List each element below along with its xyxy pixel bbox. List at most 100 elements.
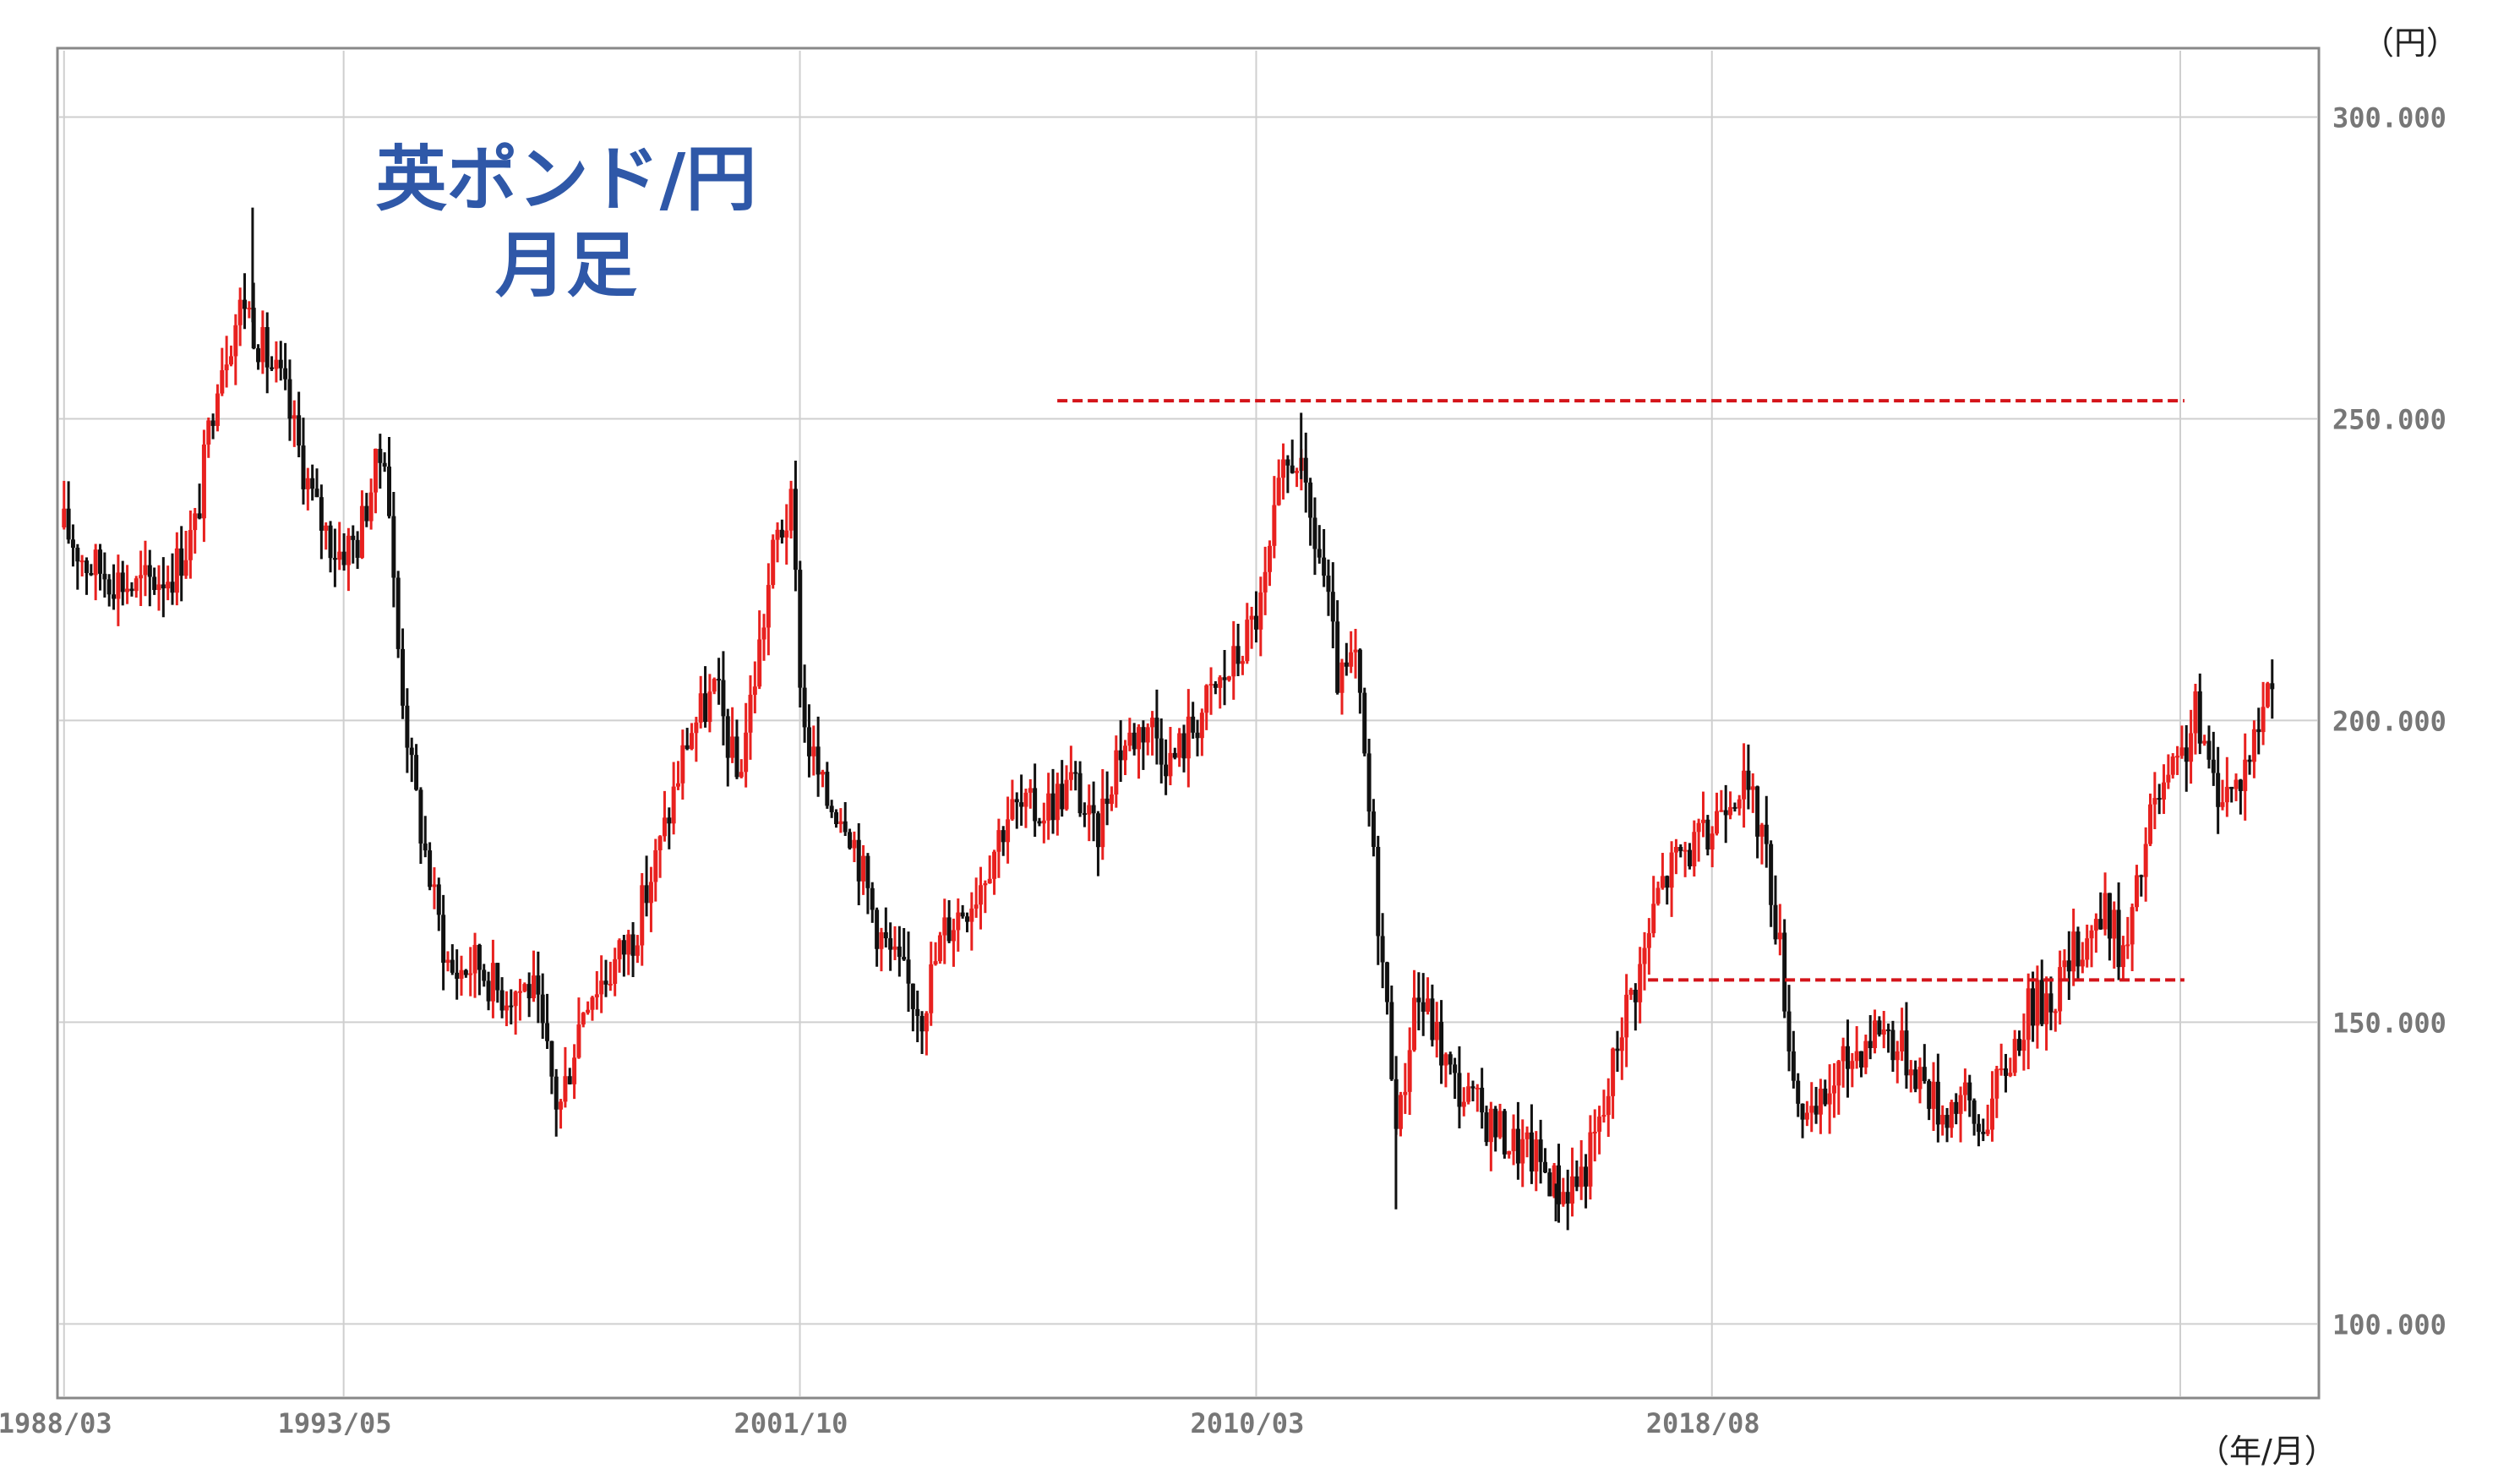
candle-body [644, 885, 649, 904]
candle-body [1137, 727, 1142, 750]
candle-body [2125, 944, 2130, 947]
candle-body [1141, 727, 1146, 743]
candle-body [1556, 1165, 1561, 1204]
candle-body [1584, 1166, 1589, 1187]
candle-body [120, 572, 125, 593]
candle-body [468, 973, 473, 975]
candle-body [1326, 576, 1331, 593]
candle-body [2089, 930, 2094, 939]
candle-body [1154, 718, 1159, 739]
candle-body [1642, 948, 1647, 964]
candle-body [387, 466, 392, 516]
candle-body [188, 530, 193, 560]
candle-body [1592, 1131, 1597, 1133]
candle-body [848, 832, 853, 849]
candle-body [983, 883, 988, 886]
candle-body [910, 983, 915, 1009]
candle-body [1384, 962, 1389, 1002]
candle-body [2130, 907, 2135, 945]
candle-body [1240, 661, 1245, 664]
candle-body [247, 308, 252, 310]
candle-body [1403, 1091, 1408, 1095]
y-axis-unit: （円） [2362, 25, 2459, 62]
candle-body [2265, 683, 2270, 707]
candle-body [2143, 844, 2148, 877]
candle-body [757, 639, 762, 687]
x-tick-label: 1988/03 [0, 1407, 112, 1439]
candle-body [964, 916, 969, 922]
candle-body [270, 367, 275, 369]
candle-body [1696, 822, 1701, 833]
candle-body [166, 582, 171, 589]
candle-body [712, 679, 717, 692]
candle-body [811, 746, 816, 756]
candle-body [287, 379, 292, 419]
candle-body [495, 963, 500, 991]
candle-body [2238, 779, 2243, 791]
candle-body [559, 1101, 564, 1110]
candle-body [834, 811, 839, 825]
candle-body [1353, 649, 1358, 653]
candle-body [1597, 1117, 1602, 1132]
candle-body [937, 935, 942, 962]
candle-body [1177, 733, 1182, 758]
candle-body [1755, 786, 1760, 837]
candle-body [79, 560, 85, 563]
candle-body [1199, 713, 1204, 739]
x-tick-label: 1993/05 [278, 1407, 392, 1439]
candle-body [1033, 788, 1038, 822]
candle-body [2035, 980, 2040, 1026]
candle-body [599, 980, 604, 995]
candle-body [1308, 482, 1313, 518]
candle-body [1746, 770, 1751, 790]
candle-body [1421, 1002, 1426, 1012]
candle-body [996, 830, 1001, 852]
candle-body [956, 912, 961, 931]
candle-body [594, 994, 599, 997]
candle-body [861, 855, 866, 882]
candle-body [1235, 646, 1241, 664]
candle-body [243, 299, 248, 309]
candle-body [1114, 750, 1119, 795]
candle-body [856, 839, 861, 882]
candle-body [1208, 684, 1214, 686]
candle-body [788, 489, 794, 531]
candle-body [1213, 684, 1218, 688]
candle-body [567, 1076, 572, 1084]
candle-body [197, 513, 202, 519]
candle-body [1786, 1011, 1792, 1051]
candle-body [685, 745, 690, 750]
candle-body [1678, 846, 1683, 851]
candle-body [1827, 1093, 1832, 1105]
candle-body [1967, 1082, 1972, 1100]
candle-body [1908, 1069, 1913, 1076]
candle-body [1814, 1106, 1819, 1115]
candle-body [1272, 505, 1277, 546]
candle-body [1231, 646, 1236, 677]
candle-body [129, 588, 134, 592]
candle-body [1470, 1086, 1475, 1089]
candle-body [1624, 994, 1629, 1038]
candle-body [879, 931, 884, 949]
candle-body [237, 299, 243, 325]
candle-body [1985, 1129, 1990, 1134]
candle-body [892, 946, 897, 950]
candle-body [1542, 1161, 1547, 1173]
candle-body [1245, 620, 1250, 662]
candle-body [256, 348, 261, 363]
candle-body [1873, 1020, 1878, 1049]
candle-body [2093, 919, 2098, 931]
candle-body [125, 588, 130, 593]
candle-body [2157, 798, 2162, 800]
candle-body [640, 885, 645, 946]
candle-body [2044, 993, 2049, 1024]
candle-body [418, 789, 423, 844]
candle-body [1276, 478, 1281, 505]
candle-body [2224, 786, 2229, 803]
candle-body [951, 930, 956, 942]
candle-body [1006, 819, 1011, 843]
candle-body [897, 946, 902, 958]
candle-body [1159, 738, 1164, 765]
candle-body [1989, 1098, 1994, 1130]
x-axis-unit: （年/月） [2197, 1433, 2337, 1470]
